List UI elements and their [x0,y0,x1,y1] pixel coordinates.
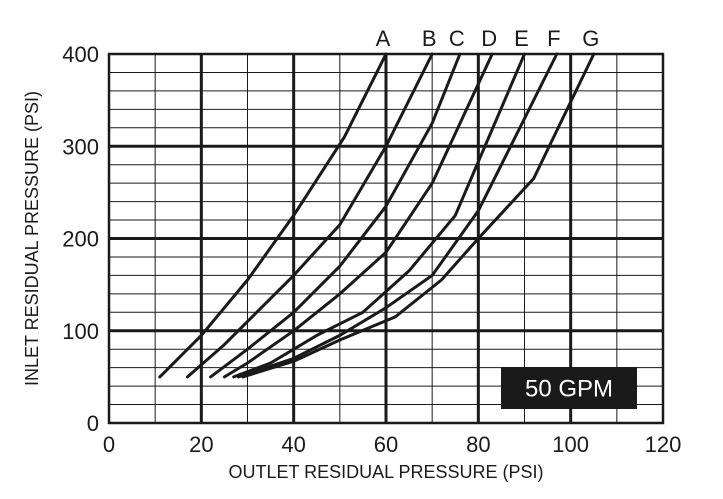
curve-label-f: F [547,26,560,51]
curve-label-g: G [582,26,599,51]
y-tick-label: 200 [62,227,99,252]
y-tick-label: 300 [62,134,99,159]
curve-c [209,52,462,379]
x-tick-label: 20 [189,432,213,457]
flow-rate-badge-label: 50 GPM [525,376,613,403]
curve-e [232,52,526,379]
x-axis-title: OUTLET RESIDUAL PRESSURE (PSI) [228,462,543,482]
y-tick-label: 100 [62,319,99,344]
curve-b [186,52,434,379]
x-tick-label: 0 [103,432,115,457]
curve-label-e: E [514,26,529,51]
y-tick-label: 0 [87,411,99,436]
flow-rate-badge: 50 GPM [501,367,637,409]
curve-label-d: D [481,26,497,51]
x-tick-label: 40 [281,432,305,457]
x-tick-label: 80 [466,432,490,457]
curve-d [222,52,494,379]
curve-label-b: B [422,26,437,51]
flow-rate-badge-bg [501,367,637,409]
y-axis-title: INLET RESIDUAL PRESSURE (PSI) [22,91,42,386]
curves [158,52,596,379]
x-tick-label: 100 [552,432,589,457]
curve-label-a: A [376,26,391,51]
x-tick-label: 60 [374,432,398,457]
curve-f [236,52,559,379]
x-tick-labels: 0 20 40 60 80 100 120 [103,432,681,457]
curve-a [158,52,388,379]
curve-label-c: C [449,26,465,51]
x-tick-label: 120 [645,432,682,457]
y-tick-labels: 0 100 200 300 400 [62,42,99,436]
curve-g [241,52,596,379]
y-tick-label: 400 [62,42,99,67]
